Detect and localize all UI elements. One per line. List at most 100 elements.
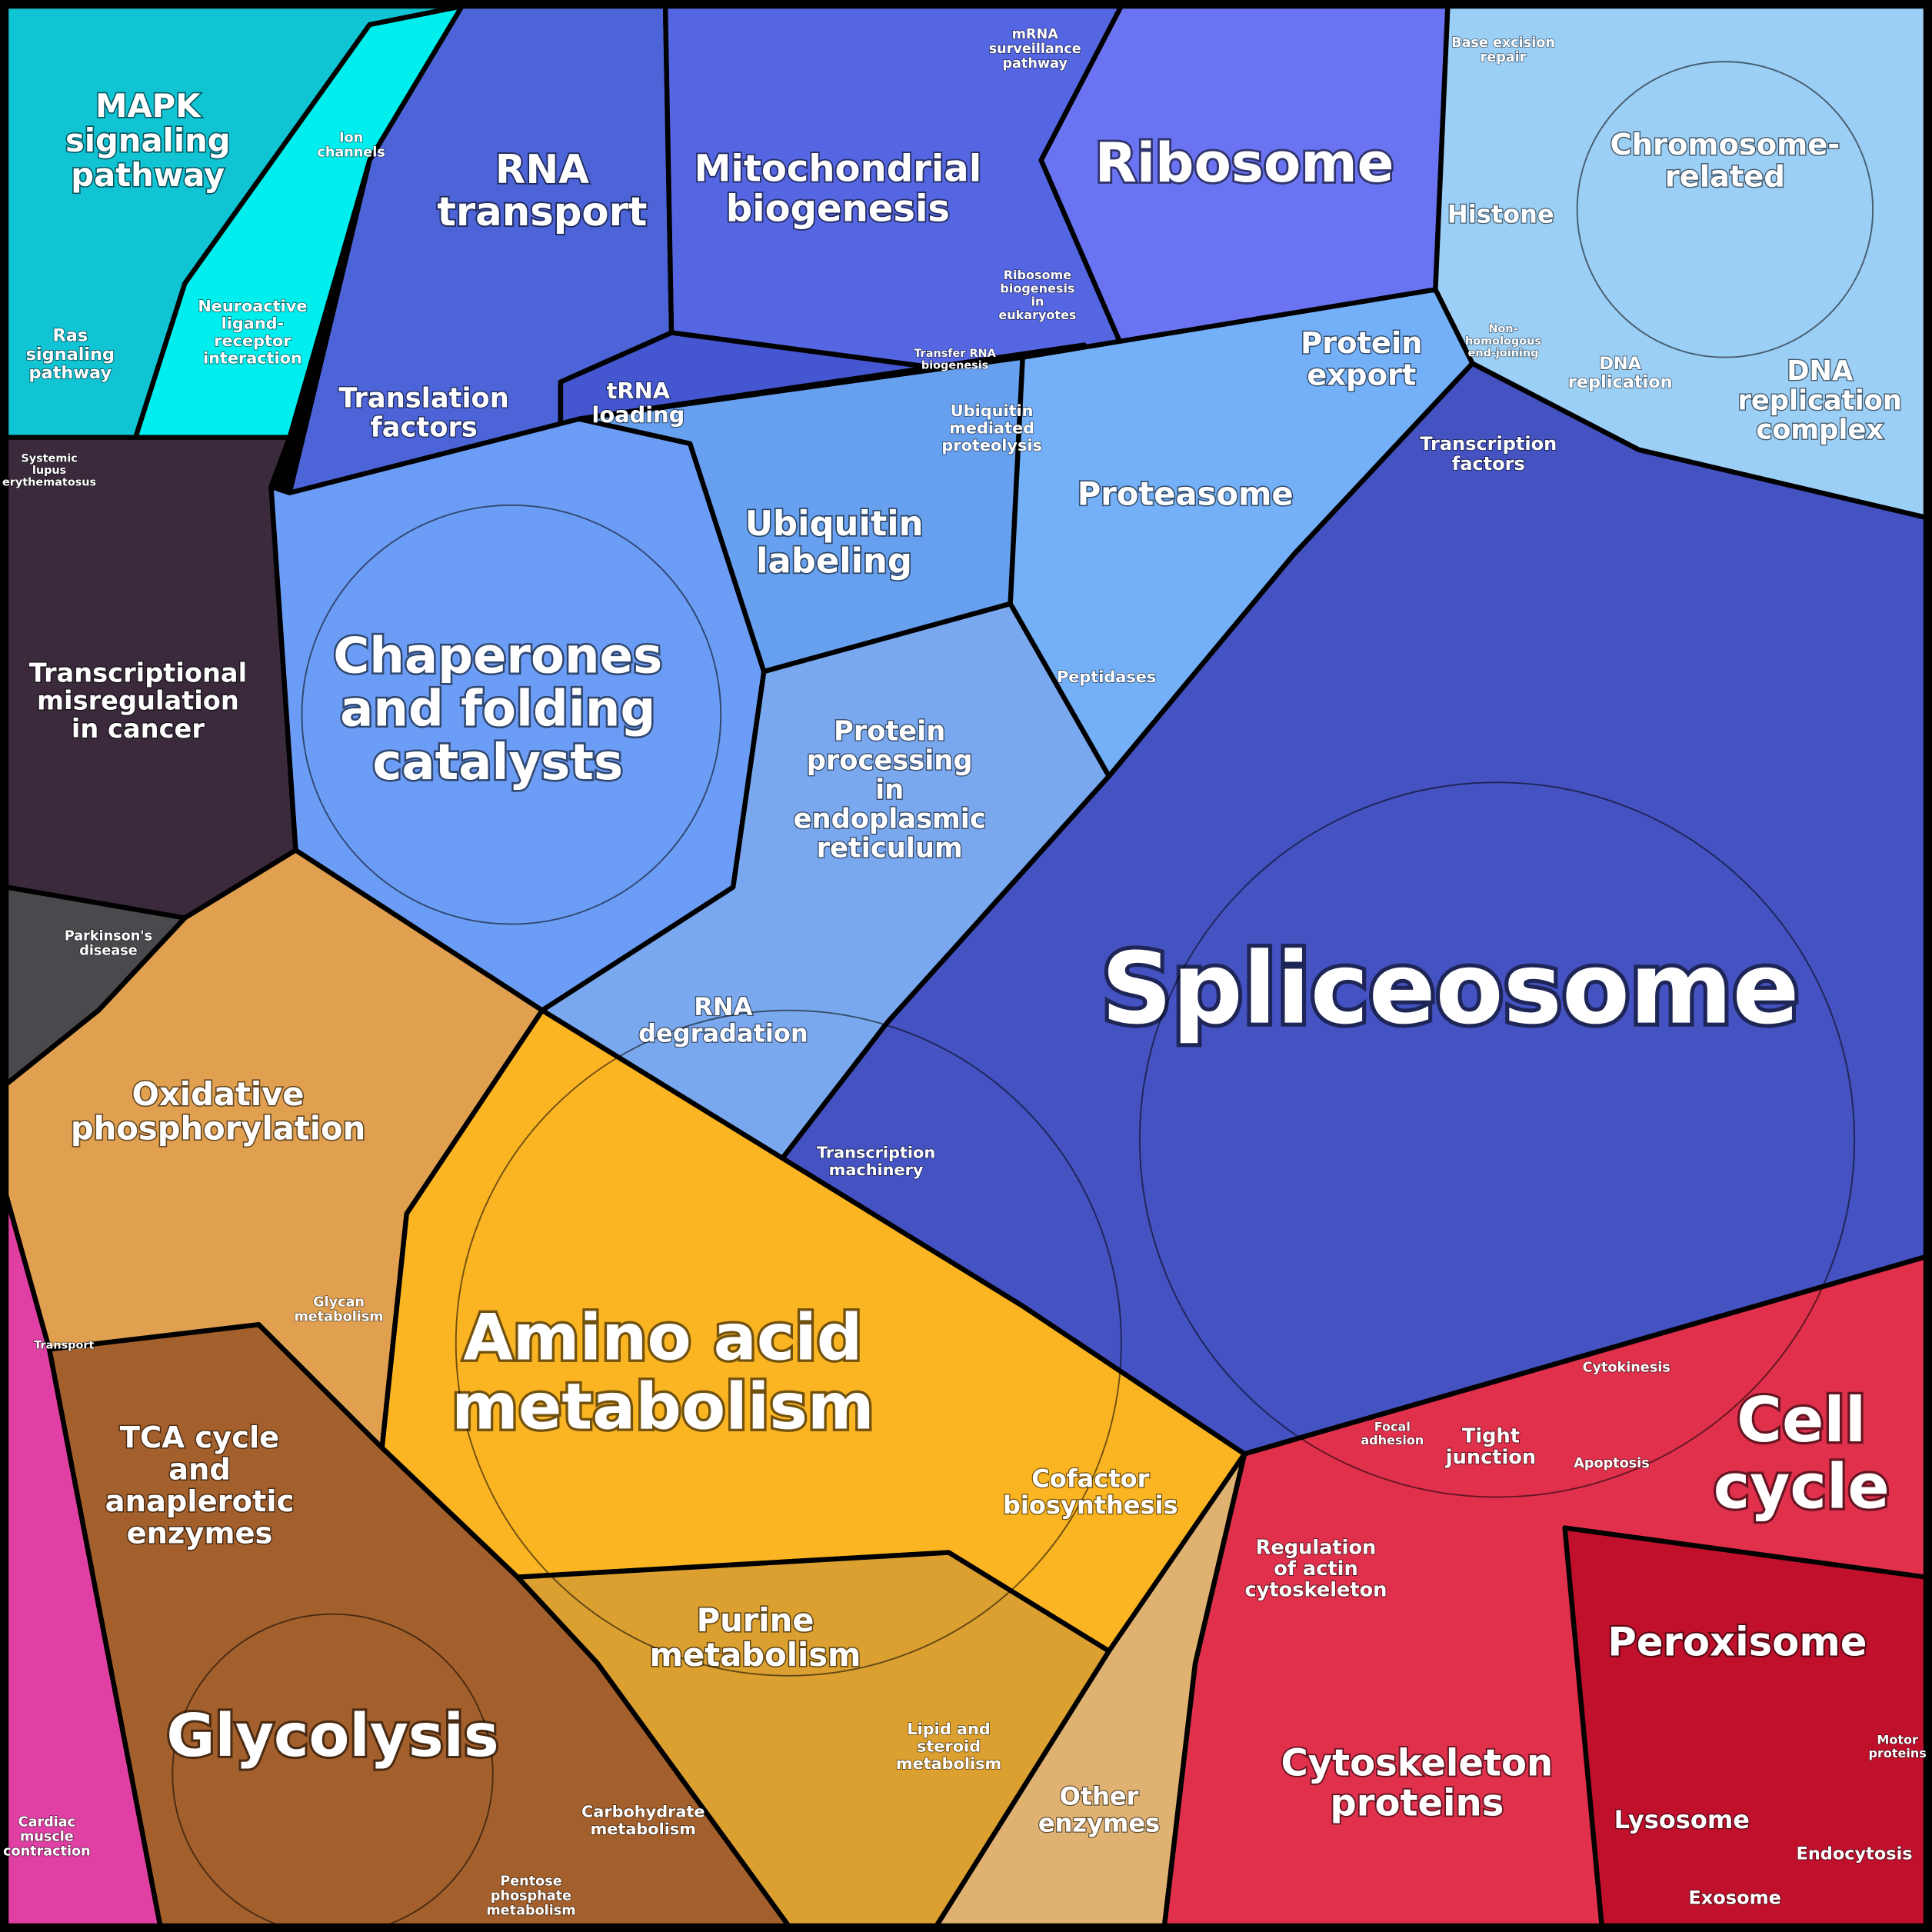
region-label: phosphorylation — [71, 1110, 365, 1148]
region-label: enzymes — [127, 1516, 273, 1551]
region-label: Transcriptional — [29, 658, 247, 688]
region-label: in — [875, 774, 904, 806]
region-label: interaction — [203, 348, 302, 367]
region-label: complex — [1756, 414, 1884, 445]
region-label: muscle — [20, 1830, 74, 1845]
sub-cell — [455, 1009, 1122, 1677]
region-label: and — [168, 1452, 231, 1487]
sub-cell — [1138, 781, 1856, 1498]
region-label: eukaryotes — [998, 308, 1076, 322]
region-label: and folding — [340, 681, 655, 738]
region-label: Tight — [1462, 1425, 1520, 1448]
region-label: enzymes — [1038, 1808, 1160, 1837]
region-label: anaplerotic — [105, 1484, 295, 1519]
region-label: transport — [437, 189, 647, 235]
region-label: Ubiquitin — [745, 503, 924, 544]
region — [3, 1192, 163, 1929]
region-label: ligand- — [222, 314, 285, 332]
region-label: Lipid and — [907, 1720, 990, 1738]
region-label: metabolism — [451, 1369, 874, 1444]
region-label: Systemic — [21, 452, 78, 465]
region-label: proteins — [1868, 1746, 1926, 1760]
region-label: Translation — [338, 382, 508, 414]
region-label: Transcription — [817, 1143, 935, 1161]
region-label: Regulation — [1256, 1536, 1377, 1559]
region-label: homologous — [1465, 335, 1541, 348]
region-label: Base excision — [1451, 35, 1555, 51]
region-label: Chromosome- — [1610, 128, 1840, 162]
region-label: DNA — [1787, 355, 1854, 387]
region-label: misregulation — [37, 686, 239, 716]
sub-cell — [172, 1613, 494, 1932]
region-label: Ribosome — [1095, 132, 1394, 195]
region-label: channels — [317, 145, 385, 161]
region-label: processing — [807, 744, 973, 776]
region-label: replication — [1568, 372, 1673, 392]
region-label: MAPK — [95, 87, 202, 125]
region-label: of actin — [1274, 1557, 1357, 1581]
region-label: Endocytosis — [1797, 1844, 1913, 1864]
region-label: Transfer RNA — [914, 348, 996, 360]
sub-cells — [172, 61, 1874, 1932]
regions — [3, 3, 1929, 1929]
region — [934, 1451, 1247, 1929]
region-label: Ribosome — [1004, 268, 1072, 282]
region-label: Spliceosome — [1101, 932, 1800, 1047]
region-label: biosynthesis — [1003, 1491, 1178, 1520]
region-label: biogenesis — [1000, 281, 1074, 295]
region-label: mRNA — [1012, 27, 1059, 42]
region-label: phosphate — [491, 1889, 571, 1904]
region-label: tRNA — [607, 378, 671, 404]
region-label: metabolism — [294, 1309, 383, 1324]
region-label: Peptidases — [1057, 668, 1156, 686]
region-label: Exosome — [1688, 1887, 1781, 1909]
region-label: Neuroactive — [198, 297, 307, 315]
region-label: replication — [1737, 385, 1902, 416]
region-label: pathway — [71, 156, 225, 194]
region-label: Glycan — [313, 1294, 365, 1310]
region-label: pathway — [1002, 56, 1068, 72]
region-label: surveillance — [989, 42, 1081, 57]
region-label: contraction — [3, 1844, 91, 1860]
region — [1562, 1525, 1929, 1929]
region-label: pathway — [29, 363, 112, 383]
sub-cell — [301, 504, 722, 925]
region-label: endoplasmic — [794, 804, 986, 835]
region-label: metabolism — [591, 1820, 696, 1838]
region-label: adhesion — [1361, 1433, 1424, 1447]
region-label: Chaperones — [333, 628, 662, 685]
region-label: metabolism — [896, 1754, 1001, 1773]
region-label: Oxidative — [132, 1075, 305, 1113]
region-label: export — [1307, 358, 1416, 393]
region-label: Motor — [1877, 1733, 1918, 1747]
region-label: Carbohydrate — [581, 1803, 705, 1821]
region-label: machinery — [829, 1161, 924, 1179]
region-label: labeling — [756, 540, 912, 581]
region-label: TCA cycle — [120, 1421, 279, 1455]
region-label: Transport — [34, 1339, 94, 1351]
region-label: Peroxisome — [1607, 1620, 1867, 1666]
region-label: biogenesis — [921, 360, 988, 372]
region-label: erythematosus — [2, 477, 96, 489]
region-label: Cofactor — [1031, 1464, 1149, 1493]
region-label: Ubiquitin — [951, 401, 1034, 420]
region-label: Cell — [1737, 1384, 1866, 1456]
region-label: Protein — [1301, 326, 1423, 361]
region-label: factors — [370, 411, 477, 443]
region-label: factors — [1452, 453, 1525, 475]
region-label: metabolism — [650, 1636, 861, 1674]
region-label: proteolysis — [941, 436, 1041, 455]
region-label: receptor — [214, 331, 291, 350]
region-label: RNA — [694, 992, 752, 1021]
region-label: steroid — [917, 1737, 981, 1756]
region-label: Ion — [339, 131, 363, 146]
region-label: disease — [79, 944, 137, 959]
region-label: Amino acid — [463, 1300, 862, 1374]
region-label: junction — [1445, 1446, 1536, 1469]
region-label: biogenesis — [726, 187, 950, 230]
region-label: metabolism — [486, 1904, 575, 1919]
sub-cell — [1576, 61, 1874, 358]
region-label: repair — [1481, 50, 1527, 65]
